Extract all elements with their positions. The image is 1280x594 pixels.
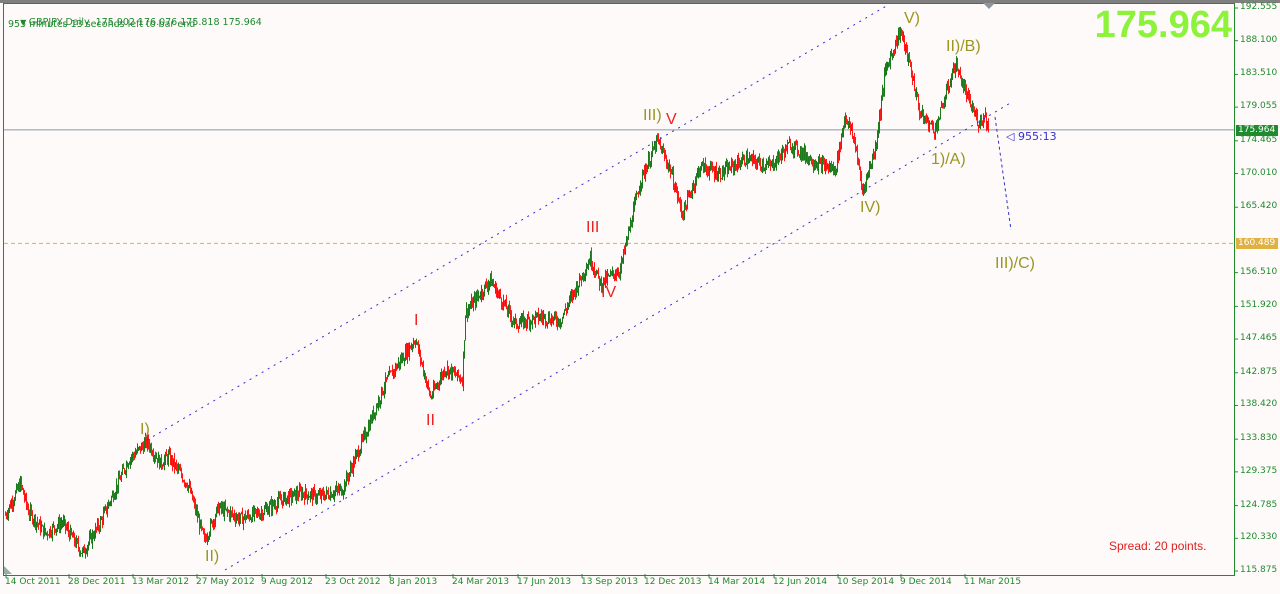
x-tick-label: 14 Mar 2014 (708, 577, 766, 587)
timer-text: 955:13 (1017, 130, 1057, 143)
projection-line[interactable] (994, 116, 1012, 231)
y-tick-label: 115.875 (1240, 565, 1278, 575)
y-tick-label: 138.420 (1240, 399, 1278, 410)
y-tick-label: 165.420 (1240, 201, 1278, 212)
symbol-info: ▼ GBPJPY,Daily 175.902 176.076 175.818 1… (8, 6, 262, 39)
x-tick-label: 17 Jun 2013 (517, 577, 572, 587)
y-tick-label: 183.510 (1240, 68, 1278, 79)
x-tick-label: 10 Sep 2014 (837, 577, 895, 587)
wave-label[interactable]: II) (205, 548, 220, 565)
x-tick-label: 28 Dec 2011 (68, 577, 126, 587)
wave-label[interactable]: V (666, 111, 677, 128)
x-tick-label: 27 May 2012 (196, 577, 255, 587)
y-tick-label: 151.920 (1240, 300, 1278, 311)
bar-countdown-text: 955 minutes 13 seconds left to bar end (8, 19, 196, 30)
window-top-border (0, 0, 1280, 3)
collapse-arrow-icon[interactable]: ▼ (20, 18, 29, 27)
wave-label[interactable]: 1)/A) (931, 151, 966, 168)
wave-label[interactable]: II)/B) (946, 38, 981, 55)
wave-label[interactable]: III (586, 219, 600, 236)
y-tick-label: 192.555 (1240, 2, 1278, 12)
y-tick-label: 156.510 (1240, 266, 1278, 277)
x-tick-label: 14 Oct 2011 (5, 577, 61, 587)
wave-label[interactable]: I) (140, 421, 150, 438)
wave-label[interactable]: V) (904, 10, 920, 27)
bar-timer-label: ◁ 955:13 (1006, 130, 1057, 143)
symbol-ohlc-text: GBPJPY,Daily 175.902 176.076 175.818 175… (28, 17, 262, 28)
spread-label: Spread: 20 points. (1109, 539, 1207, 553)
lower-channel-line[interactable] (224, 101, 1013, 571)
level-price-tag: 160.489 (1236, 238, 1278, 250)
x-tick-label: 11 Mar 2015 (964, 577, 1022, 587)
y-tick-label: 142.875 (1240, 366, 1278, 377)
y-tick-label: 170.010 (1240, 167, 1278, 178)
scroll-corner-icon (4, 566, 12, 574)
x-tick-label: 12 Dec 2013 (644, 577, 702, 587)
big-price-display: 175.964 (1094, 4, 1232, 46)
x-tick-label: 23 Oct 2012 (325, 577, 381, 587)
wave-label[interactable]: I (414, 312, 419, 329)
y-tick-label: 188.100 (1240, 34, 1278, 45)
y-tick-label: 147.465 (1240, 333, 1278, 344)
y-tick-label: 133.830 (1240, 433, 1278, 444)
upper-channel-line[interactable] (146, 4, 889, 441)
x-tick-label: 9 Aug 2012 (261, 577, 313, 587)
y-tick-label: 124.785 (1240, 499, 1278, 510)
chart-shift-marker-icon[interactable] (983, 3, 995, 9)
x-tick-label: 12 Jun 2014 (773, 577, 828, 587)
wave-label[interactable]: III) (643, 107, 662, 124)
y-tick-label: 179.055 (1240, 101, 1278, 112)
x-tick-label: 13 Mar 2012 (132, 577, 190, 587)
wave-label[interactable]: IV (601, 284, 617, 301)
y-tick-label: 174.465 (1240, 134, 1278, 145)
wave-label[interactable]: II (426, 412, 435, 429)
x-tick-label: 24 Mar 2013 (452, 577, 510, 587)
wave-label[interactable]: III)/C) (995, 255, 1035, 272)
y-tick-label: 120.330 (1240, 532, 1278, 543)
y-tick-label: 129.375 (1240, 465, 1278, 476)
wave-label[interactable]: IV) (860, 199, 881, 216)
x-tick-label: 8 Jan 2013 (389, 577, 438, 587)
x-tick-label: 13 Sep 2013 (581, 577, 639, 587)
chart-plot-area[interactable] (3, 3, 1235, 576)
current-price-tag: 175.964 (1236, 124, 1278, 136)
price-axis-line (1234, 3, 1235, 575)
x-tick-label: 9 Dec 2014 (900, 577, 952, 587)
